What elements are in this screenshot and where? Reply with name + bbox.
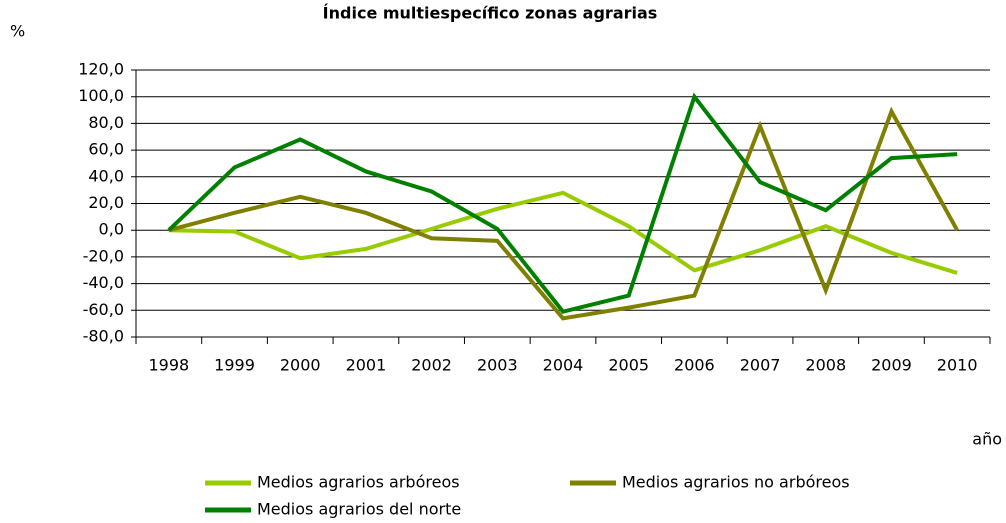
y-tick-label: -60,0 (83, 300, 124, 319)
y-tick-label: -20,0 (83, 246, 124, 265)
y-tick-label: 40,0 (88, 166, 124, 185)
legend-label: Medios agrarios no arbóreos (622, 473, 850, 492)
x-tick-label: 2000 (280, 356, 321, 375)
series-line (167, 92, 958, 314)
y-tick-label: 100,0 (78, 86, 124, 105)
x-tick-label: 2006 (674, 356, 715, 375)
y-tick-label: 20,0 (88, 193, 124, 212)
x-tick-label: 2004 (543, 356, 584, 375)
x-tick-label: 1998 (148, 356, 189, 375)
y-tick-label: -40,0 (83, 273, 124, 292)
legend-label: Medios agrarios arbóreos (257, 473, 460, 492)
x-tick-label: 2007 (740, 356, 781, 375)
x-tick-label: 2008 (805, 356, 846, 375)
legend-label: Medios agrarios del norte (257, 500, 461, 519)
y-tick-label: 120,0 (78, 60, 124, 79)
x-axis-label: año (972, 430, 1002, 449)
y-tick-label: -80,0 (83, 327, 124, 346)
x-tick-label: 2005 (608, 356, 649, 375)
y-tick-label: 60,0 (88, 140, 124, 159)
y-tick-label: 80,0 (88, 113, 124, 132)
x-tick-label: 2002 (411, 356, 452, 375)
x-tick-label: 2001 (346, 356, 387, 375)
y-axis-label: % (10, 22, 25, 41)
x-tick-label: 1999 (214, 356, 255, 375)
series-line (168, 190, 958, 275)
y-tick-label: 0,0 (99, 220, 124, 239)
x-tick-label: 2010 (937, 356, 978, 375)
x-tick-label: 2009 (871, 356, 912, 375)
series-line (168, 106, 959, 321)
chart-title: Índice multiespecífico zonas agrarias (323, 4, 658, 23)
x-tick-label: 2003 (477, 356, 518, 375)
